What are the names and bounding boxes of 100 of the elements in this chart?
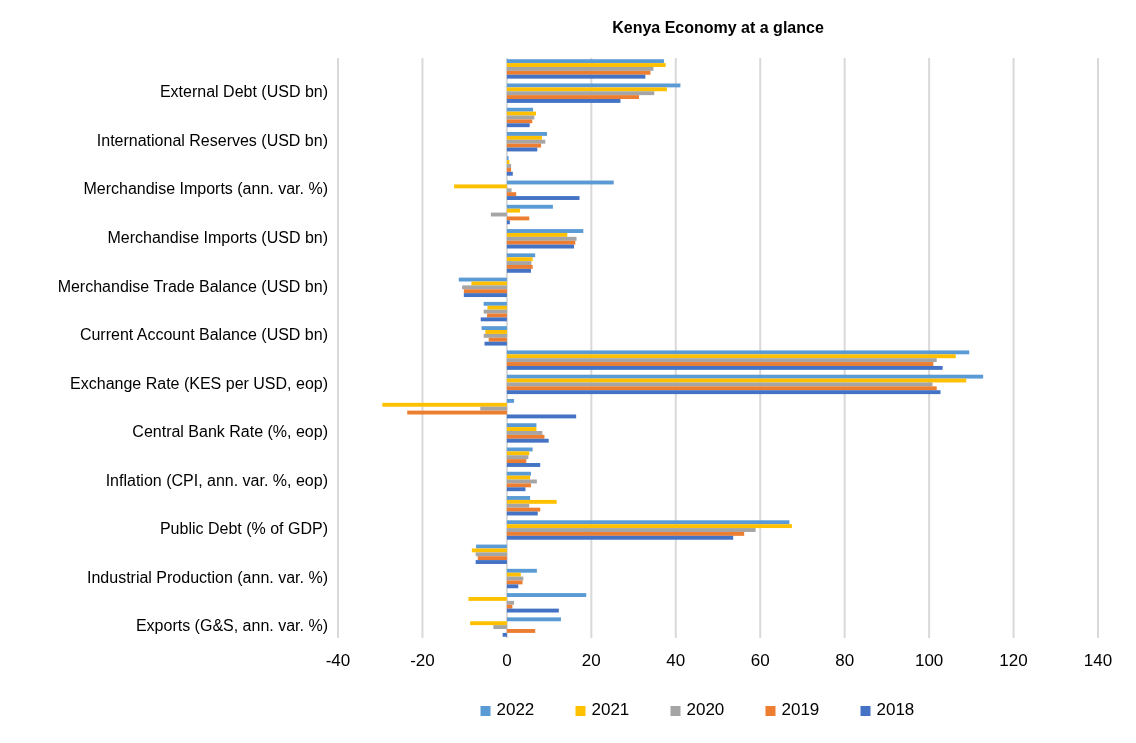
bar <box>506 600 515 605</box>
bar <box>506 520 790 525</box>
bar <box>506 584 519 589</box>
x-tick-label: 20 <box>581 651 601 670</box>
bar <box>506 507 541 512</box>
y-tick-label: Exchange Rate (KES per USD, eop) <box>70 374 328 392</box>
bar <box>506 499 557 504</box>
bar <box>506 188 512 193</box>
bar <box>477 556 507 561</box>
bar <box>506 447 533 452</box>
bar <box>483 333 507 338</box>
y-tick-label: Merchandise Imports (ann. var. %) <box>83 180 328 198</box>
bar <box>506 434 545 439</box>
y-tick-label: Merchandise Trade Balance (USD bn) <box>57 277 328 295</box>
x-tick-label: 120 <box>999 651 1028 670</box>
bar <box>506 171 513 176</box>
bar <box>506 496 531 500</box>
bar <box>506 528 756 532</box>
legend-label: 2020 <box>686 700 725 720</box>
bar <box>493 625 507 630</box>
bar <box>484 341 507 346</box>
bar <box>506 59 664 64</box>
legend-label: 2021 <box>591 700 630 720</box>
legend-label: 2022 <box>496 700 535 720</box>
bar <box>506 455 529 460</box>
bar <box>506 208 520 213</box>
bar <box>506 143 542 148</box>
bar <box>506 99 621 103</box>
bar <box>506 350 970 355</box>
bar <box>506 164 512 168</box>
bar <box>485 330 507 334</box>
bar <box>506 74 646 79</box>
bar <box>506 580 523 585</box>
x-tick-label: 40 <box>666 651 686 670</box>
bar <box>506 192 517 197</box>
bar <box>463 293 507 298</box>
bar <box>506 229 584 233</box>
x-tick-label: 80 <box>835 651 855 670</box>
bar <box>487 305 507 310</box>
bar <box>488 337 507 342</box>
bar <box>506 240 576 245</box>
bar <box>506 232 568 237</box>
bar <box>480 406 507 411</box>
bar <box>506 119 533 124</box>
y-tick-label: External Debt (USD bn) <box>159 83 328 101</box>
x-tick-label: 60 <box>750 651 770 670</box>
y-tick-label: Industrial Production (ann. var. %) <box>86 568 328 586</box>
bar <box>475 560 507 564</box>
bar <box>506 604 513 609</box>
bar <box>506 139 546 144</box>
y-tick-label: Central Bank Rate (%, eop) <box>132 423 328 441</box>
bar <box>506 354 956 359</box>
bar <box>506 414 577 419</box>
bar <box>382 402 507 407</box>
bar <box>506 431 543 435</box>
bar <box>454 184 507 189</box>
bar <box>506 236 577 241</box>
bar <box>468 596 507 601</box>
x-tick-label: -20 <box>410 651 435 670</box>
bar <box>483 301 507 306</box>
bar <box>506 568 537 573</box>
y-tick-label: Exports (G&S, ann. var. %) <box>135 617 328 635</box>
bar <box>506 524 792 529</box>
bar <box>506 463 541 467</box>
bar <box>506 423 537 428</box>
bar <box>506 362 934 366</box>
bar <box>483 309 507 314</box>
bar <box>506 427 537 431</box>
x-tick-label: 0 <box>502 651 512 670</box>
y-tick-label: Public Debt (% of GDP) <box>159 520 328 538</box>
legend-label: 2019 <box>781 700 820 720</box>
bar <box>506 95 640 100</box>
bar <box>506 374 984 379</box>
bar <box>506 358 937 363</box>
bar <box>506 503 530 508</box>
bar <box>506 253 536 258</box>
bar <box>506 261 532 265</box>
bar <box>506 451 530 456</box>
y-tick-label: Merchandise Imports (USD bn) <box>107 229 328 247</box>
bar <box>506 483 531 488</box>
bar <box>506 386 937 391</box>
bar <box>470 621 507 626</box>
chart-title: Kenya Economy at a glance <box>612 19 824 36</box>
bar <box>506 438 549 443</box>
bar <box>480 317 507 322</box>
bar <box>506 196 580 200</box>
bar <box>506 617 561 622</box>
bar <box>506 257 533 262</box>
bar <box>506 365 943 370</box>
bar <box>506 132 547 136</box>
bar <box>471 548 507 553</box>
bar <box>458 277 507 282</box>
bar <box>506 265 533 269</box>
bar <box>506 608 559 613</box>
bar <box>506 91 655 96</box>
bar <box>475 552 507 557</box>
bar <box>506 572 521 577</box>
x-tick-label: -40 <box>325 651 351 670</box>
bar <box>506 107 534 112</box>
bar <box>506 204 553 209</box>
